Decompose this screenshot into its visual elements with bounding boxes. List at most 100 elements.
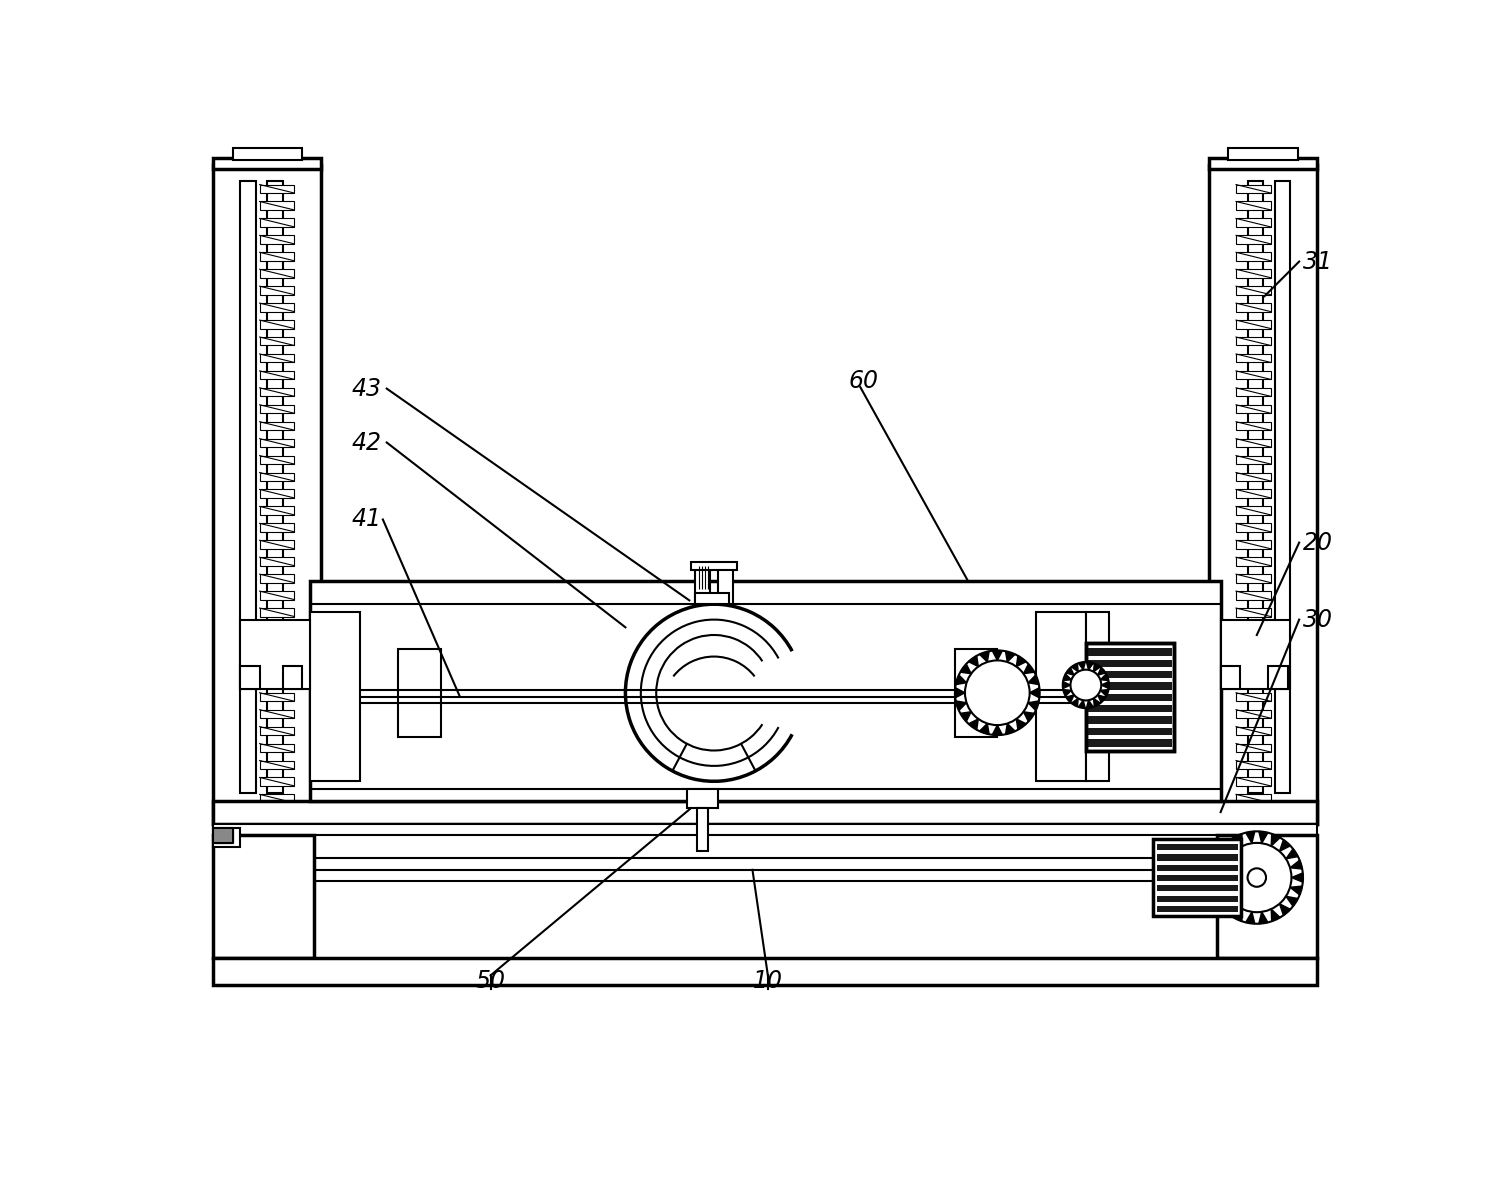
Polygon shape [260,659,294,667]
Polygon shape [993,725,1002,735]
Bar [1269,666,1287,688]
Bar [309,611,360,781]
Circle shape [1063,662,1109,709]
Bar [1157,844,1238,851]
Polygon shape [1223,840,1235,851]
Bar [1088,683,1172,690]
Polygon shape [1236,320,1271,328]
Polygon shape [1017,719,1026,730]
Polygon shape [1029,700,1039,711]
Polygon shape [1236,557,1271,565]
Polygon shape [960,712,970,722]
Polygon shape [1005,652,1015,662]
Polygon shape [1236,455,1271,465]
Bar [1157,865,1238,871]
Bar [1088,705,1172,712]
Polygon shape [1078,662,1085,670]
Bar [1248,180,1263,793]
Bar [1088,728,1172,735]
Bar [1153,839,1241,916]
Polygon shape [260,405,294,414]
Polygon shape [260,387,294,396]
Polygon shape [1236,405,1271,414]
Polygon shape [213,827,233,843]
Polygon shape [260,743,294,752]
Bar [1157,875,1238,882]
Polygon shape [1259,911,1268,924]
Polygon shape [1236,371,1271,379]
Polygon shape [260,675,294,684]
Polygon shape [1236,489,1271,498]
Bar [213,801,1317,824]
Polygon shape [1087,662,1093,670]
Polygon shape [1271,834,1280,846]
Bar [233,148,302,160]
Bar [213,959,1317,986]
Bar [282,666,302,688]
Polygon shape [1236,218,1271,226]
Polygon shape [1072,664,1078,672]
Bar [1088,671,1172,679]
Bar [1157,885,1238,891]
Polygon shape [1236,269,1271,277]
Polygon shape [1236,710,1271,718]
Polygon shape [1236,726,1271,735]
Polygon shape [260,575,294,583]
Polygon shape [969,655,978,667]
Bar [240,620,309,688]
Bar [1036,611,1085,781]
Polygon shape [1236,185,1271,193]
Text: 10: 10 [752,969,782,993]
Polygon shape [1087,700,1093,709]
Polygon shape [979,652,990,662]
Text: 42: 42 [352,430,382,455]
Circle shape [956,651,1039,735]
Polygon shape [260,489,294,498]
Polygon shape [1097,694,1106,703]
Bar [1217,835,1317,959]
Polygon shape [1078,700,1085,709]
Polygon shape [260,287,294,295]
Polygon shape [1236,524,1271,532]
Bar [240,666,260,688]
Polygon shape [1063,681,1070,688]
Polygon shape [1093,664,1100,672]
Bar [694,592,730,604]
Bar [687,789,718,808]
Polygon shape [1236,287,1271,295]
Polygon shape [260,557,294,565]
Polygon shape [260,354,294,363]
Polygon shape [1236,693,1271,702]
Polygon shape [979,724,990,735]
Bar [399,649,440,737]
Polygon shape [1236,777,1271,786]
Bar [1157,854,1238,860]
Polygon shape [260,269,294,277]
Bar [213,165,321,824]
Polygon shape [260,185,294,193]
Polygon shape [1097,667,1106,675]
Polygon shape [1072,698,1078,706]
Polygon shape [1290,886,1302,895]
Polygon shape [260,693,294,702]
Polygon shape [1211,886,1224,895]
Polygon shape [260,506,294,514]
Polygon shape [1236,575,1271,583]
Polygon shape [260,710,294,718]
Bar [956,649,997,737]
Polygon shape [1236,743,1271,752]
Polygon shape [956,675,966,685]
Polygon shape [1233,834,1242,846]
Polygon shape [1236,201,1271,210]
Bar [213,835,314,959]
Polygon shape [260,726,294,735]
Bar [1088,693,1172,702]
Polygon shape [1259,832,1268,844]
Polygon shape [1236,438,1271,447]
Bar [1088,660,1172,667]
Polygon shape [1100,690,1108,696]
Bar [697,808,708,851]
Bar [718,565,733,604]
Polygon shape [260,303,294,312]
Polygon shape [260,337,294,346]
